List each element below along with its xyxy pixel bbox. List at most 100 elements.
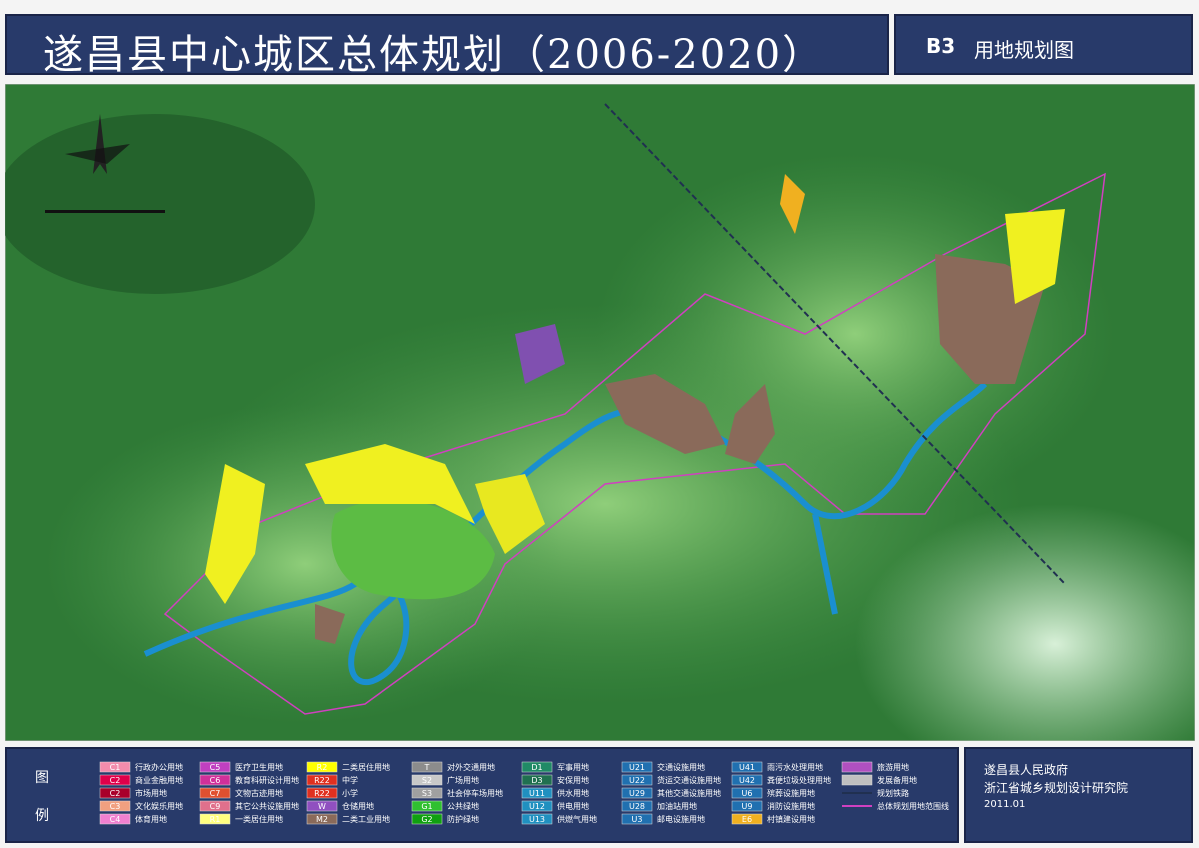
legend-label: 体育用地 [135, 814, 167, 824]
legend-label: 军事用地 [557, 762, 589, 772]
legend-code: C2 [110, 776, 121, 785]
legend-heading: 图 [35, 770, 49, 786]
legend-label: 一类居住用地 [235, 814, 283, 824]
terrain [855, 504, 1195, 741]
legend-label: 小学 [342, 788, 358, 798]
legend: C1 行政办公用地 C2 商业金融用地 C2 市场用地 C3 文化娱乐用地 C4 体育用地 C5 医疗… [99, 761, 949, 825]
legend-label: 广场用地 [447, 775, 479, 785]
legend-label: 消防设施用地 [767, 801, 815, 811]
legend-code: D3 [531, 776, 542, 785]
legend-swatch [306, 774, 338, 786]
legend-label: 交通设施用地 [657, 762, 705, 772]
compass [65, 114, 130, 174]
village [780, 174, 805, 234]
legend-label: 二类工业用地 [342, 814, 390, 824]
legend-code: T [424, 763, 430, 772]
legend-label: 医疗卫生用地 [235, 762, 283, 772]
legend-label: 文物古迹用地 [235, 788, 283, 798]
legend-code: C6 [210, 776, 221, 785]
legend-label: 供水用地 [557, 788, 589, 798]
storage [515, 324, 565, 384]
legend-code: U22 [629, 776, 645, 785]
legend-label: 对外交通用地 [447, 762, 495, 772]
legend-label: 货运交通设施用地 [657, 775, 721, 785]
legend-swatch [731, 787, 763, 799]
terrain [5, 114, 315, 294]
legend-swatch [99, 761, 131, 773]
sheet-code: B3 [926, 34, 956, 58]
legend-swatch [306, 813, 338, 825]
legend-swatch [731, 761, 763, 773]
legend-code: U42 [739, 776, 755, 785]
footer-line: 遂昌县人民政府 [984, 763, 1069, 777]
legend-swatch [841, 761, 873, 773]
legend-swatch [731, 813, 763, 825]
legend-swatch [521, 761, 553, 773]
legend-swatch [621, 761, 653, 773]
legend-swatch [841, 774, 873, 786]
legend-swatch [99, 774, 131, 786]
title: 遂昌县中心城区总体规划（2006-2020） [43, 32, 825, 78]
industrial [605, 374, 725, 454]
legend-code: G2 [421, 815, 432, 824]
legend-swatch [99, 800, 131, 812]
legend-label: 其他交通设施用地 [657, 788, 721, 798]
legend-swatch [99, 813, 131, 825]
legend-swatch [199, 787, 231, 799]
legend-label: 粪便垃圾处理用地 [767, 775, 831, 785]
legend-code: S2 [422, 776, 432, 785]
terrain [595, 154, 1115, 514]
legend-code: U13 [529, 815, 545, 824]
legend-code: C2 [110, 789, 121, 798]
legend-swatch [521, 813, 553, 825]
legend-label: 邮电设施用地 [657, 814, 705, 824]
legend-code: C4 [110, 815, 121, 824]
legend-bar: 图 例 C1 行政办公用地 C2 商业金融用地 C2 市场用地 C3 文化娱乐用地 C4 体育用地… [5, 747, 959, 843]
legend-label: 教育科研设计用地 [235, 775, 299, 785]
legend-swatch [621, 774, 653, 786]
legend-code: C3 [110, 802, 121, 811]
legend-code: U12 [529, 802, 545, 811]
green-land [331, 499, 495, 600]
legend-code: U28 [629, 802, 645, 811]
legend-label: 文化娱乐用地 [135, 801, 183, 811]
legend-code: C5 [210, 763, 221, 772]
legend-label: 规划铁路 [877, 788, 909, 798]
legend-code: U29 [629, 789, 645, 798]
map [5, 84, 1195, 741]
legend-code: S3 [422, 789, 432, 798]
scale-bar [45, 210, 165, 213]
legend-code: U6 [742, 789, 753, 798]
legend-label: 中学 [342, 775, 358, 785]
legend-swatch [521, 774, 553, 786]
legend-label: 仓储用地 [342, 801, 374, 811]
legend-code: U21 [629, 763, 645, 772]
legend-label: 行政办公用地 [135, 762, 183, 772]
legend-code: U3 [632, 815, 643, 824]
legend-swatch [411, 813, 443, 825]
legend-code: R2 [317, 763, 328, 772]
legend-label: 社会停车场用地 [447, 788, 503, 798]
legend-swatch [411, 787, 443, 799]
residential [475, 474, 545, 554]
industrial [725, 384, 775, 464]
legend-label: 供燃气用地 [557, 814, 597, 824]
legend-code: U9 [742, 802, 753, 811]
legend-label: 雨污水处理用地 [767, 762, 823, 772]
sheet-title: 用地规划图 [974, 38, 1074, 62]
legend-heading: 例 [35, 808, 49, 824]
title-bar: 遂昌县中心城区总体规划（2006-2020） [5, 14, 889, 78]
legend-swatch [731, 800, 763, 812]
legend-swatch [621, 800, 653, 812]
legend-label: 商业金融用地 [135, 775, 183, 785]
legend-swatch [621, 787, 653, 799]
legend-code: G1 [421, 802, 432, 811]
footer-box: 遂昌县人民政府 浙江省城乡规划设计研究院 2011.01 [964, 747, 1193, 843]
legend-label: 总体规划用地范围线 [877, 801, 949, 811]
legend-swatch [411, 774, 443, 786]
legend-swatch [306, 800, 338, 812]
legend-swatch [521, 787, 553, 799]
legend-label: 公共绿地 [447, 801, 479, 811]
legend-code: C1 [110, 763, 121, 772]
